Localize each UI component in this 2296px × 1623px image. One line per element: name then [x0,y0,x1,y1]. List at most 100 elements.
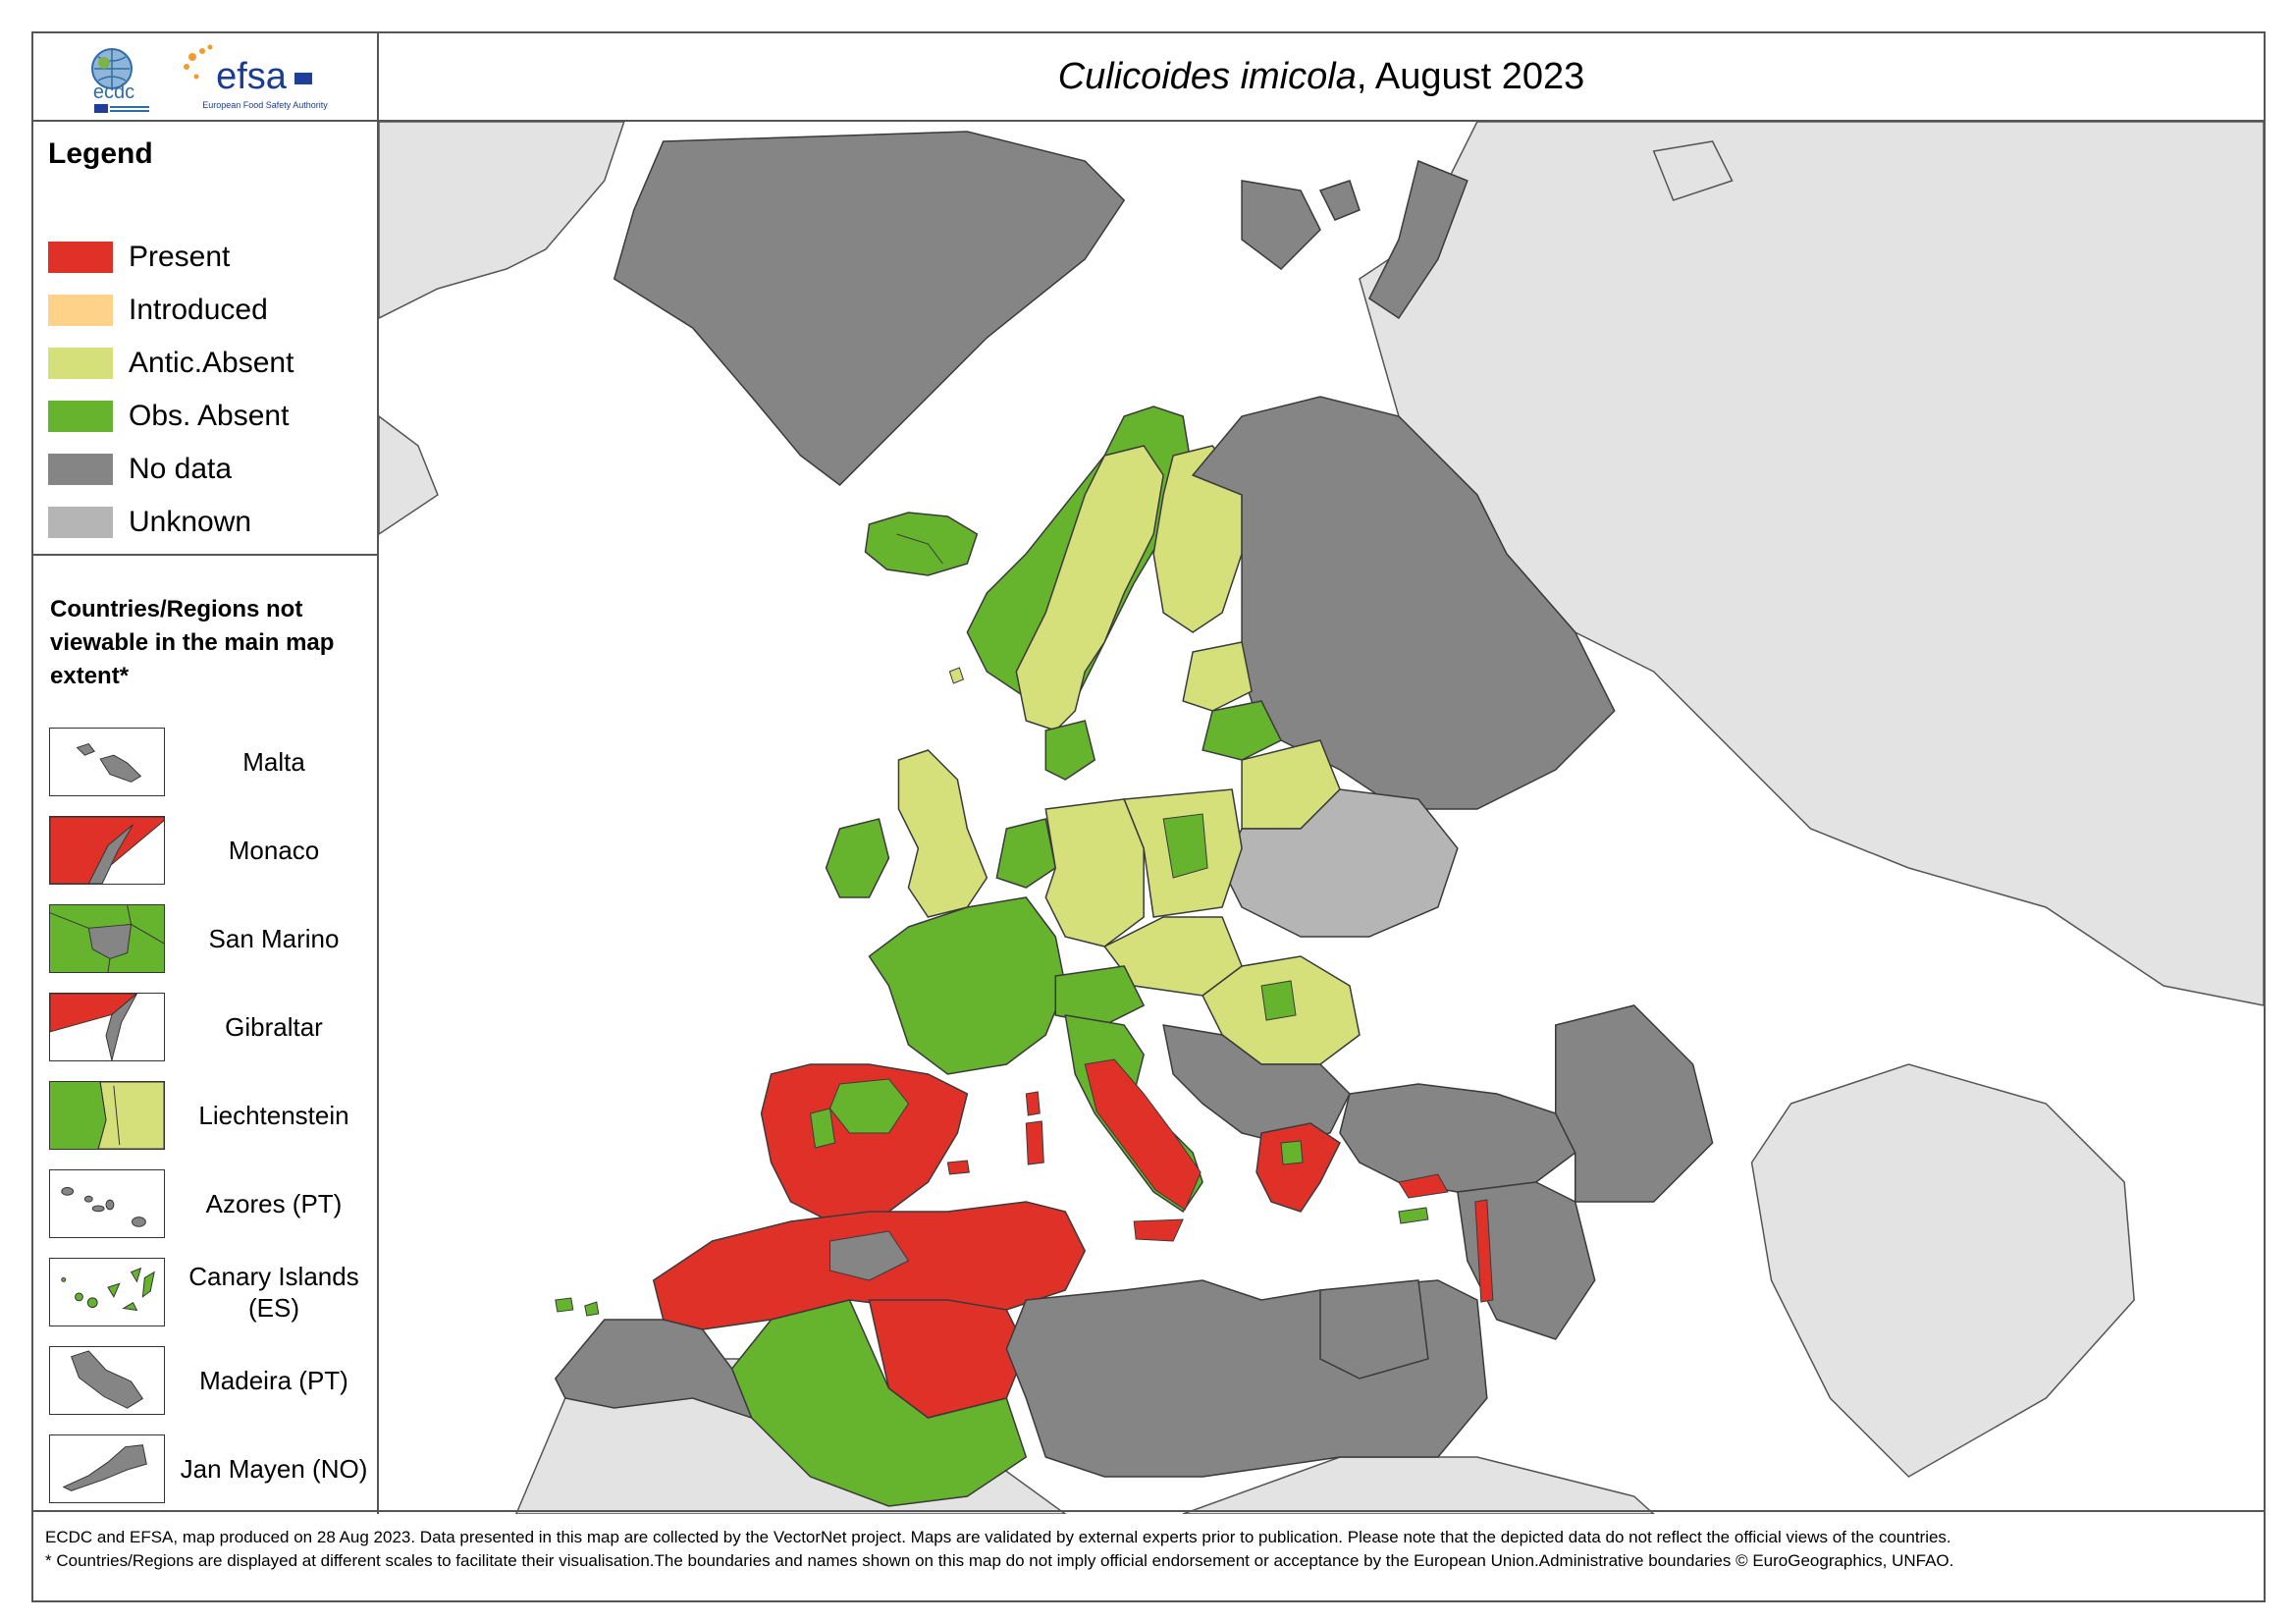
svg-text:ecdc: ecdc [93,81,134,103]
region-sicily [1133,1218,1184,1242]
legend-label-no-data: No data [129,453,233,485]
logo-graphics: ecdc efsa European Food Safety Authority [91,44,328,113]
iceland-border [896,533,943,565]
map-frame: ecdc efsa European Food Safety Authority… [31,31,2266,1602]
region-egypt [1319,1279,1429,1380]
swatch-unknown [48,507,113,538]
inset-label-malta: Malta [242,747,305,777]
not-viewable-heading: Countries/Regions not viewable in the ma… [50,596,335,689]
region-ukraine [1221,788,1459,938]
footer-line-1: ECDC and EFSA, map produced on 28 Aug 20… [45,1528,1951,1546]
region-sardinia [1025,1120,1044,1165]
legend-item-no-data: No data [48,453,233,485]
efsa-logo: efsa European Food Safety Authority [184,44,328,110]
outside-arctic-island [1652,140,1734,201]
svg-text:efsa: efsa [216,56,288,97]
inset-label-madeira: Madeira (PT) [199,1366,348,1395]
region-canaries-main [555,1297,574,1313]
footer-notes: ECDC and EFSA, map produced on 28 Aug 20… [33,1510,2264,1600]
region-canaries-east [584,1301,600,1317]
swatch-present [48,242,113,273]
outside-labrador [379,415,439,535]
inset-map-san-marino [49,904,165,973]
legend-item-introduced: Introduced [48,294,268,326]
outside-arabia [1750,1063,2135,1478]
logo-panel: ecdc efsa European Food Safety Authority [33,33,379,122]
region-balearics [946,1160,970,1175]
inset-malta: Malta [49,728,373,798]
inset-map-monaco [49,816,165,885]
inset-label-jan-mayen: Jan Mayen (NO) [180,1454,368,1484]
region-maghreb-nodata [829,1230,910,1281]
region-iceland [864,512,979,576]
legend-item-present: Present [48,241,230,273]
region-germany [1044,798,1145,947]
outside-north-america [379,122,625,319]
region-russia-west [1191,396,1616,810]
region-faroe [948,667,965,684]
region-western-sahara [554,1319,753,1420]
region-svalbard [1241,180,1321,270]
svg-text:European Food Safety Authority: European Food Safety Authority [202,100,328,110]
region-israel-present [1474,1199,1494,1303]
legend-item-unknown: Unknown [48,506,252,538]
legend-label-antic-absent: Antic.Absent [129,347,294,379]
legend-item-antic-absent: Antic.Absent [48,347,294,379]
region-corsica [1025,1091,1041,1116]
region-benelux [995,818,1057,889]
region-novaya-zemlya [1367,159,1468,320]
region-france [868,896,1067,1075]
region-iberia [760,1063,969,1222]
region-greenland [613,131,1126,486]
inset-san-marino: San Marino [49,904,373,975]
inset-map-gibraltar [49,993,165,1061]
inset-map-jan-mayen [49,1434,165,1503]
inset-azores: Azores (PT) [49,1169,373,1240]
legend-heading: Legend [48,137,153,170]
region-ireland [825,818,890,898]
legend-label-obs-absent: Obs. Absent [129,400,290,432]
region-romania-green [1260,980,1297,1021]
inset-label-canary-islands: Canary Islands (ES) [188,1262,359,1323]
inset-label-liechtenstein: Liechtenstein [198,1101,349,1130]
region-baltics [1182,641,1253,712]
region-svalbard-east [1318,180,1361,221]
legend-divider [33,554,377,556]
region-portugal-green [809,1108,836,1149]
inset-madeira: Madeira (PT) [49,1346,373,1417]
map-title: Culicoides imicola, August 2023 [379,33,2264,122]
region-caucasus-middle-east [1555,1004,1714,1203]
swatch-obs-absent [48,401,113,432]
inset-jan-mayen: Jan Mayen (NO) [49,1434,373,1505]
inset-monaco: Monaco [49,816,373,887]
region-balkans [1162,1024,1351,1144]
region-sweden [1015,445,1164,731]
inset-liechtenstein: Liechtenstein [49,1081,373,1152]
region-cyprus [1398,1207,1429,1224]
region-alps [1054,965,1146,1026]
outside-asia [1359,122,2264,1006]
region-belarus-north [1201,700,1283,761]
inset-map-liechtenstein [49,1081,165,1150]
region-turkey-present [1398,1173,1449,1199]
inset-canary-islands: Canary Islands (ES) [49,1258,373,1328]
legend-panel: Legend Present Introduced Antic.Absent O… [33,122,379,1514]
ecdc-logo: ecdc [91,48,149,113]
legend-label-unknown: Unknown [129,506,252,538]
title-species: Culicoides imicola [1057,55,1357,97]
region-poland-green [1162,813,1208,879]
europe-map-svg[interactable] [379,122,2264,1514]
main-map[interactable] [379,122,2264,1514]
inset-label-monaco: Monaco [228,836,320,865]
inset-label-san-marino: San Marino [208,924,340,953]
region-denmark [1044,720,1096,781]
inset-map-madeira [49,1346,165,1415]
inset-gibraltar: Gibraltar [49,993,373,1063]
swatch-no-data [48,454,113,485]
footer-line-2: * Countries/Regions are displayed at dif… [45,1551,1954,1570]
region-italy-present [1084,1058,1201,1211]
title-date: , August 2023 [1356,55,1585,97]
inset-map-malta [49,728,165,796]
inset-map-azores [49,1169,165,1238]
swatch-antic-absent [48,348,113,379]
